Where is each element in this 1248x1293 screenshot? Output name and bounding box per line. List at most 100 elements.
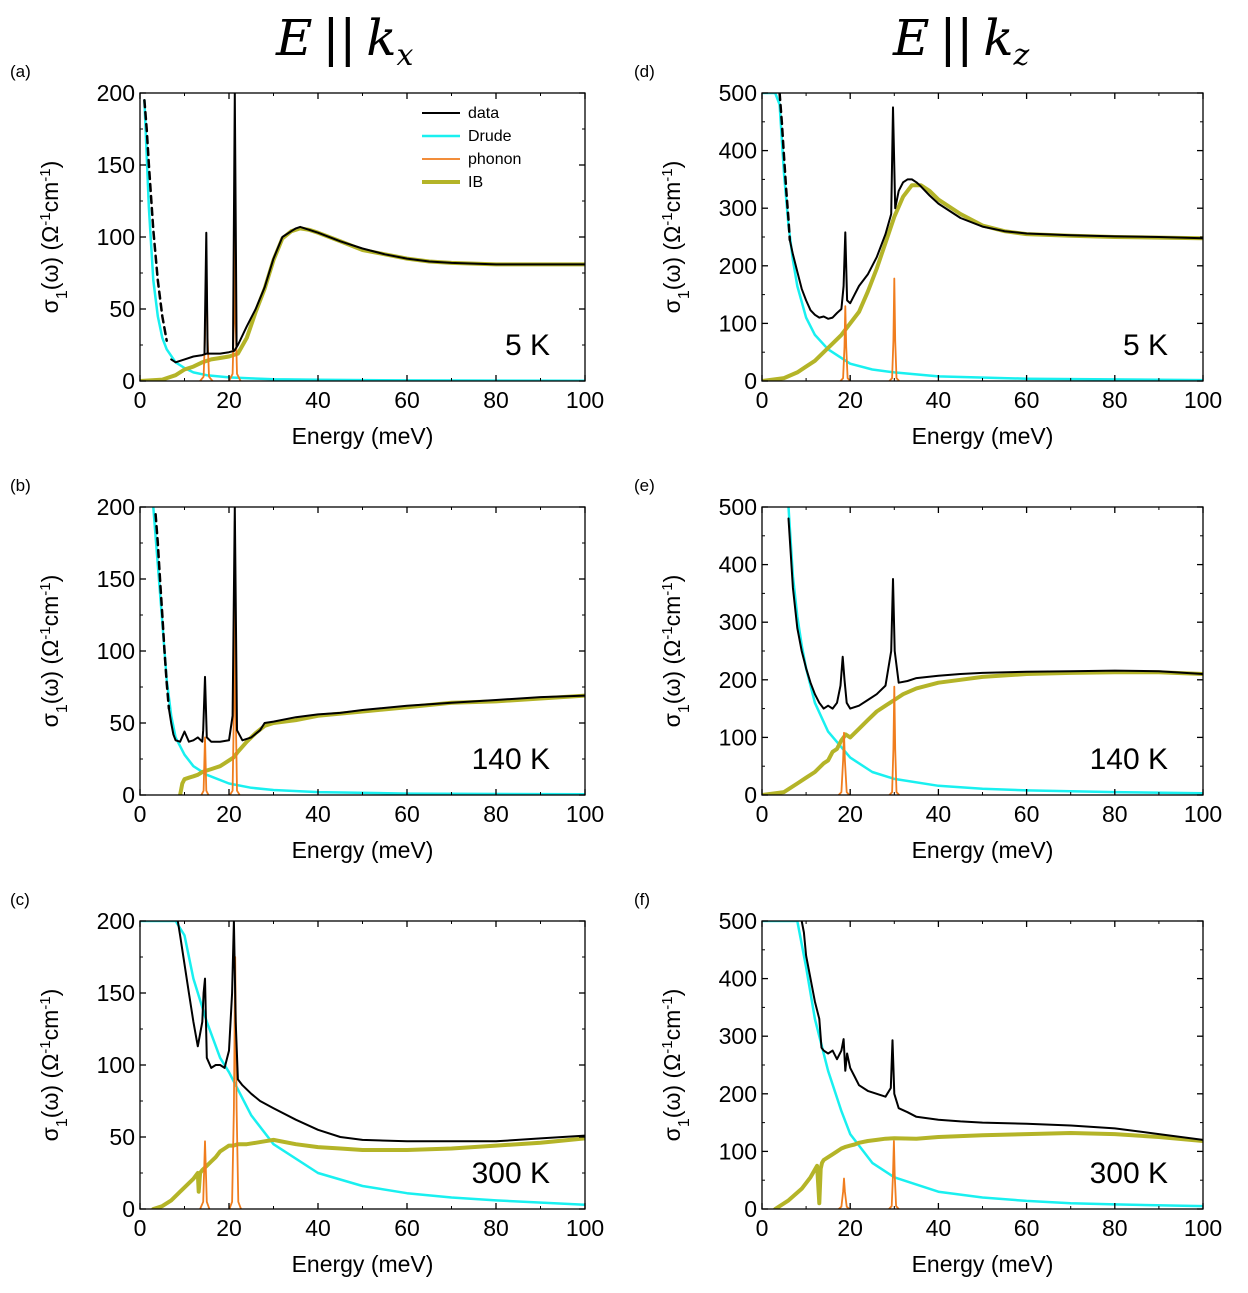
y-tick-label: 0	[122, 1196, 135, 1222]
y-axis-label: σ1(ω) (Ω-1cm-1)	[37, 989, 71, 1142]
y-tick-label: 200	[97, 908, 135, 934]
temperature-label: 140 K	[472, 743, 550, 776]
panel-f: 0 20 40 60 80 100 0 100 200 300 400 500 Energy (meV)…	[634, 890, 1222, 1277]
y-tick-label: 0	[122, 368, 135, 394]
y-tick-label: 100	[97, 638, 135, 664]
x-tick-label: 40	[305, 1215, 331, 1241]
x-tick-label: 20	[837, 1215, 863, 1241]
y-tick-label: 200	[97, 80, 135, 106]
series-data-0	[787, 517, 1203, 710]
x-tick-label: 20	[216, 1215, 242, 1241]
x-tick-label: 80	[483, 801, 509, 827]
x-tick-label: 60	[394, 387, 420, 413]
x-axis-label: Energy (meV)	[912, 1251, 1054, 1277]
y-tick-label: 150	[97, 566, 135, 592]
x-tick-label: 100	[566, 387, 604, 413]
series-data-0	[800, 921, 1203, 1141]
x-tick-label: 0	[134, 387, 147, 413]
x-tick-label: 60	[1014, 801, 1040, 827]
x-tick-label: 60	[394, 801, 420, 827]
y-tick-label: 300	[719, 609, 757, 635]
legend-label-data: data	[468, 105, 499, 122]
x-tick-label: 80	[483, 1215, 509, 1241]
x-tick-label: 100	[1184, 1215, 1222, 1241]
y-tick-label: 500	[719, 908, 757, 934]
x-tick-label: 60	[1014, 1215, 1040, 1241]
x-tick-label: 80	[1102, 1215, 1128, 1241]
temperature-label: 140 K	[1090, 743, 1168, 776]
y-tick-label: 500	[719, 494, 757, 520]
series-ib-4	[773, 1131, 1203, 1209]
panel-label: (a)	[10, 62, 31, 81]
y-tick-label: 150	[97, 152, 135, 178]
panel-label: (f)	[634, 890, 650, 909]
x-tick-label: 0	[756, 1215, 769, 1241]
series-phonon-3	[888, 1140, 900, 1209]
panel-e: 0 20 40 60 80 100 0 100 200 300 400 500 Energy (meV)…	[634, 476, 1222, 863]
y-tick-label: 500	[719, 80, 757, 106]
y-tick-label: 0	[744, 368, 757, 394]
y-tick-label: 200	[719, 667, 757, 693]
panel-label: (d)	[634, 62, 655, 81]
panel-label: (b)	[10, 476, 31, 495]
legend-label-ib: IB	[468, 174, 483, 191]
series-data-dashed-1	[143, 98, 168, 342]
series-data-0	[170, 225, 585, 364]
y-tick-label: 300	[719, 1023, 757, 1049]
y-tick-label: 100	[97, 224, 135, 250]
y-axis-label: σ1(ω) (Ω-1cm-1)	[659, 161, 693, 314]
y-tick-label: 0	[122, 782, 135, 808]
x-tick-label: 100	[566, 1215, 604, 1241]
x-tick-label: 0	[756, 801, 769, 827]
series-ib-4	[151, 1136, 585, 1209]
x-tick-label: 60	[1014, 387, 1040, 413]
y-tick-label: 0	[744, 1196, 757, 1222]
y-axis-label: σ1(ω) (Ω-1cm-1)	[659, 575, 693, 728]
y-tick-label: 150	[97, 980, 135, 1006]
y-tick-label: 50	[109, 296, 135, 322]
panel-b: 0 20 40 60 80 100 0 50 100 150 200 Energy (meV) σ1(ω…	[10, 476, 604, 863]
series-data-0	[167, 507, 585, 743]
y-tick-label: 100	[719, 1138, 757, 1164]
series-phonon-3	[839, 305, 852, 381]
x-tick-label: 100	[566, 801, 604, 827]
legend-label-drude: Drude	[468, 128, 512, 145]
y-axis-label: σ1(ω) (Ω-1cm-1)	[37, 161, 71, 314]
x-tick-label: 0	[134, 801, 147, 827]
series-data-dashed-1	[778, 93, 792, 242]
plot-area	[762, 507, 1203, 795]
series-phonon-peak-2	[203, 231, 209, 355]
series-data-0	[788, 106, 1203, 320]
y-tick-label: 400	[719, 966, 757, 992]
y-axis-label: σ1(ω) (Ω-1cm-1)	[37, 575, 71, 728]
series-drude-1	[140, 921, 585, 1206]
column-header-left: E || kx	[275, 9, 414, 73]
series-drude-1	[762, 921, 1203, 1208]
x-tick-label: 20	[837, 387, 863, 413]
plot-area	[152, 507, 585, 795]
x-tick-label: 80	[1102, 801, 1128, 827]
x-tick-label: 20	[216, 387, 242, 413]
legend: data Drude phonon IB	[422, 105, 521, 191]
y-tick-label: 0	[744, 782, 757, 808]
series-ib-4	[762, 670, 1203, 795]
series-phonon-4	[888, 277, 901, 381]
x-tick-label: 40	[926, 1215, 952, 1241]
x-tick-label: 40	[926, 387, 952, 413]
x-axis-label: Energy (meV)	[912, 837, 1054, 863]
series-phonon-3	[888, 685, 901, 795]
series-drude-1	[787, 507, 1203, 795]
x-tick-label: 100	[1184, 387, 1222, 413]
temperature-label: 300 K	[1090, 1157, 1168, 1190]
x-tick-label: 0	[134, 1215, 147, 1241]
series-phonon-3	[200, 736, 210, 795]
temperature-label: 300 K	[472, 1157, 550, 1190]
series-drude-4	[143, 98, 585, 381]
series-drude-2	[762, 93, 1203, 381]
y-tick-label: 400	[719, 552, 757, 578]
panel-c: 0 20 40 60 80 100 0 50 100 150 200 Energy (meV) σ1(ω…	[10, 890, 604, 1277]
x-tick-label: 0	[756, 387, 769, 413]
y-axis-label: σ1(ω) (Ω-1cm-1)	[659, 989, 693, 1142]
y-tick-label: 200	[97, 494, 135, 520]
